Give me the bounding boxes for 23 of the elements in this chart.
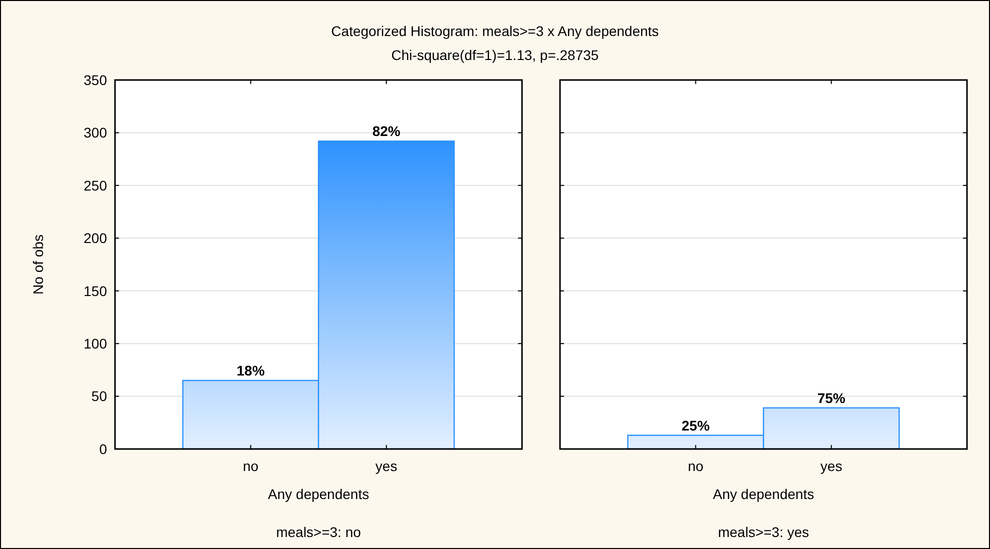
annotation: 18% — [236, 362, 266, 378]
annotation: 25% — [682, 417, 710, 434]
x-tick-label: no — [688, 458, 704, 474]
chart-title: Categorized Histogram: meals>=3 x Any dependents — [331, 23, 659, 39]
y-tick-label: 250 — [84, 177, 108, 194]
annotation: 75% — [817, 390, 846, 406]
x-tick-label: yes — [820, 458, 842, 474]
y-tick-label: 300 — [84, 124, 108, 141]
text: meals>=3: no — [276, 524, 362, 540]
y-tick-label: 0 — [99, 440, 108, 457]
y-tick-label: 350 — [84, 72, 108, 88]
x-axis-title: Any dependents — [712, 486, 814, 502]
chart-subtitle: Chi-square(df=1)=1.13, p=.28735 — [391, 47, 599, 63]
y-tick-label: 50 — [91, 388, 108, 404]
x-tick-label: no — [242, 458, 259, 474]
text: meals>=3: yes — [718, 524, 810, 540]
x-axis-title: Any dependents — [268, 486, 370, 502]
annotation: 82% — [372, 123, 401, 140]
y-tick-label: 150 — [84, 282, 108, 299]
y-tick-label: 200 — [84, 230, 108, 246]
x-tick-label: yes — [375, 458, 398, 474]
y-tick-label: 100 — [84, 335, 108, 352]
y-axis-title: No of obs — [30, 234, 46, 294]
